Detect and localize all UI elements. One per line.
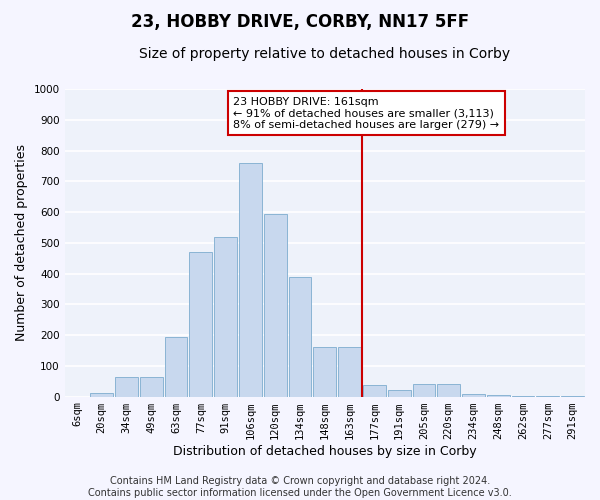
Bar: [164, 336, 187, 396]
Bar: [413, 384, 436, 396]
Y-axis label: Number of detached properties: Number of detached properties: [15, 144, 28, 342]
Bar: [91, 393, 113, 396]
X-axis label: Distribution of detached houses by size in Corby: Distribution of detached houses by size …: [173, 444, 476, 458]
Bar: [140, 376, 163, 396]
Bar: [190, 252, 212, 396]
Bar: [363, 385, 386, 396]
Bar: [338, 348, 361, 397]
Bar: [214, 236, 237, 396]
Bar: [115, 376, 138, 396]
Text: 23 HOBBY DRIVE: 161sqm
← 91% of detached houses are smaller (3,113)
8% of semi-d: 23 HOBBY DRIVE: 161sqm ← 91% of detached…: [233, 96, 499, 130]
Text: Contains HM Land Registry data © Crown copyright and database right 2024.
Contai: Contains HM Land Registry data © Crown c…: [88, 476, 512, 498]
Bar: [487, 395, 509, 396]
Bar: [289, 276, 311, 396]
Text: 23, HOBBY DRIVE, CORBY, NN17 5FF: 23, HOBBY DRIVE, CORBY, NN17 5FF: [131, 12, 469, 30]
Bar: [462, 394, 485, 396]
Bar: [437, 384, 460, 396]
Bar: [239, 163, 262, 396]
Bar: [264, 214, 287, 396]
Bar: [388, 390, 410, 396]
Bar: [313, 348, 336, 397]
Title: Size of property relative to detached houses in Corby: Size of property relative to detached ho…: [139, 48, 511, 62]
